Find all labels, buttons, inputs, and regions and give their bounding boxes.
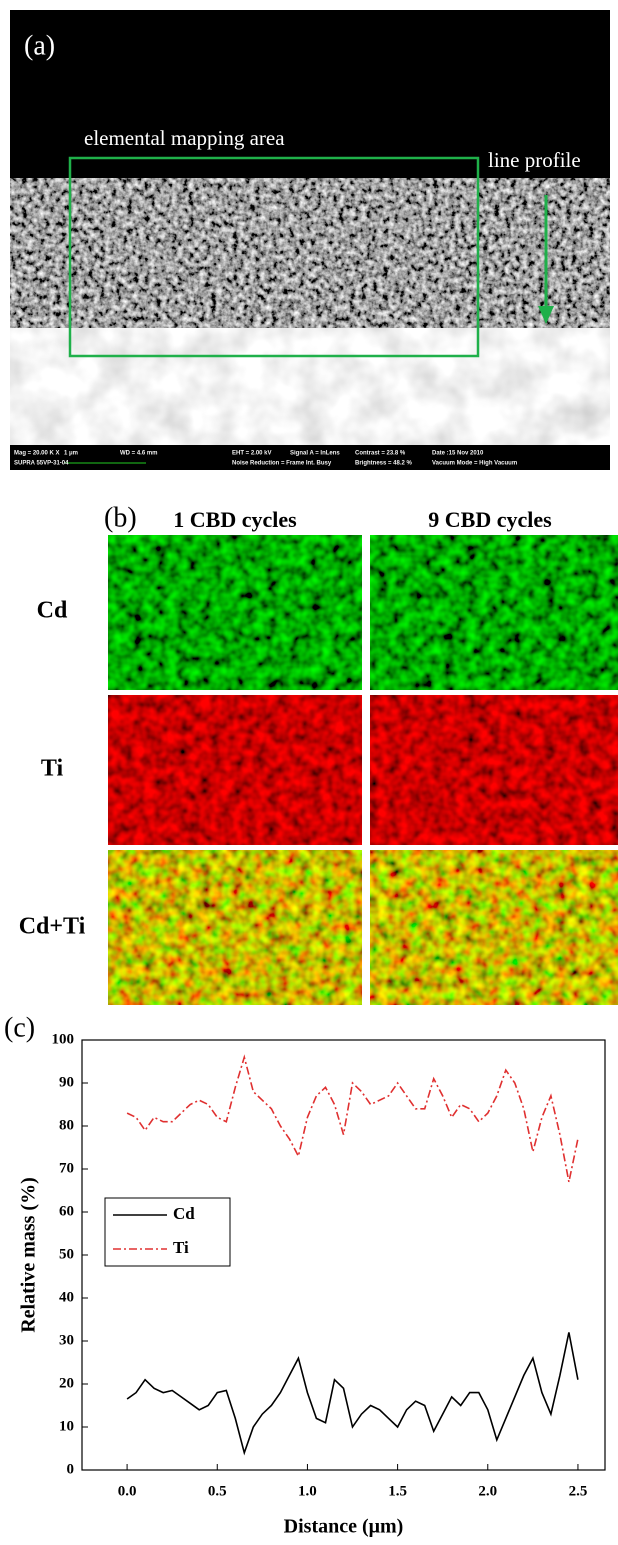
info-text: EHT = 2.00 kV [232, 451, 272, 457]
y-tick-label: 10 [59, 1418, 74, 1434]
info-text: SUPRA 55VP-31-04 [14, 461, 69, 467]
arrow-label: line profile [488, 148, 581, 172]
panel-label: (b) [104, 502, 137, 533]
map-mix-9 [370, 850, 618, 1005]
info-bar [10, 445, 610, 470]
info-text: Date :15 Nov 2010 [432, 451, 484, 457]
column-label: 1 CBD cycles [173, 507, 297, 532]
row-label: Cd [37, 598, 68, 624]
y-tick-label: 90 [59, 1074, 74, 1090]
series-line [126, 1054, 579, 1183]
column-label: 9 CBD cycles [428, 507, 552, 532]
legend-label: Cd [173, 1204, 195, 1223]
x-tick-label: 2.0 [478, 1483, 497, 1499]
y-tick-label: 50 [59, 1246, 74, 1262]
mapping-box [68, 156, 480, 358]
box-label: elemental mapping area [84, 126, 285, 150]
info-text: Vacuum Mode = High Vacuum [432, 461, 517, 467]
map-cd-9 [370, 535, 618, 690]
y-tick-label: 80 [59, 1117, 74, 1133]
y-tick-label: 30 [59, 1332, 74, 1348]
map-ti-9 [370, 695, 618, 845]
x-tick-label: 1.0 [298, 1483, 317, 1499]
x-tick-label: 2.5 [569, 1483, 588, 1499]
info-text: WD = 4.6 mm [120, 451, 158, 457]
row-label: Ti [41, 756, 64, 782]
y-tick-label: 100 [52, 1031, 75, 1047]
x-tick-label: 1.5 [388, 1483, 407, 1499]
info-text: Noise Reduction = Frame Int. Busy [232, 461, 332, 467]
sem-layer [10, 178, 610, 328]
info-text: Signal A = InLens [290, 451, 340, 457]
info-text: 1 μm [64, 451, 78, 457]
map-ti-1 [108, 695, 362, 845]
y-tick-label: 70 [59, 1160, 74, 1176]
legend-box [104, 1197, 231, 1267]
panel-label: (a) [24, 30, 55, 61]
info-text: Contrast = 23.8 % [355, 451, 406, 457]
arrow-head [538, 306, 554, 324]
y-axis-label: Relative mass (%) [18, 1177, 40, 1333]
x-axis-label: Distance (μm) [284, 1516, 404, 1538]
row-label: Cd+Ti [19, 914, 86, 940]
info-text: Brightness = 48.2 % [355, 461, 413, 467]
info-text: Mag = 20.00 K X [14, 451, 60, 457]
y-tick-label: 60 [59, 1203, 74, 1219]
series-line [126, 1332, 579, 1456]
y-tick-label: 0 [67, 1461, 75, 1477]
legend-label: Ti [173, 1238, 189, 1257]
map-mix-1 [108, 850, 362, 1005]
y-tick-label: 20 [59, 1375, 74, 1391]
x-tick-label: 0.0 [118, 1483, 137, 1499]
map-cd-1 [108, 535, 362, 690]
sem-substrate [10, 328, 610, 445]
x-tick-label: 0.5 [208, 1483, 227, 1499]
y-tick-label: 40 [59, 1289, 74, 1305]
panel-label: (c) [4, 1012, 35, 1043]
